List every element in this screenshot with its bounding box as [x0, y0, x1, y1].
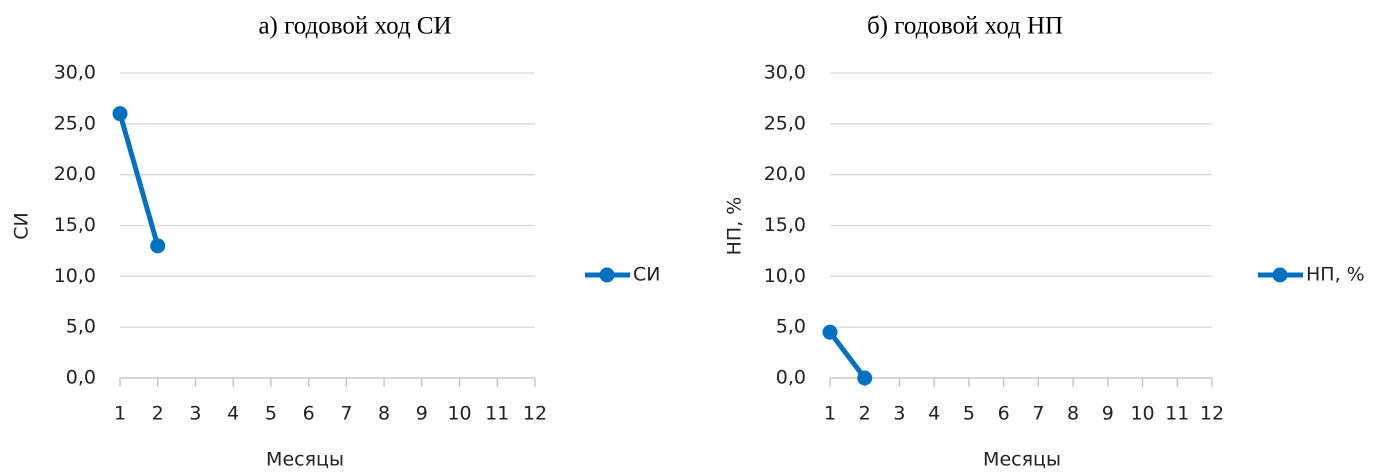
- chart-title: а) годовой ход СИ: [258, 13, 451, 40]
- data-point: [822, 324, 838, 340]
- y-tick-label: 15,0: [764, 214, 806, 236]
- x-tick-label: 10: [447, 403, 471, 425]
- y-tick-label: 20,0: [764, 163, 806, 185]
- x-tick-label: 9: [416, 403, 428, 425]
- legend-label: СИ: [633, 264, 660, 286]
- y-tick-label: 30,0: [764, 62, 806, 84]
- data-point: [857, 370, 873, 386]
- x-tick-label: 5: [963, 403, 975, 425]
- x-tick-label: 1: [824, 403, 836, 425]
- x-tick-label: 9: [1102, 403, 1114, 425]
- x-tick-label: 12: [523, 403, 547, 425]
- y-tick-label: 0,0: [66, 367, 96, 389]
- x-tick-label: 2: [152, 403, 164, 425]
- y-tick-label: 5,0: [66, 316, 96, 338]
- x-tick-label: 7: [1032, 403, 1044, 425]
- y-tick-label: 25,0: [764, 112, 806, 134]
- x-tick-label: 6: [998, 403, 1010, 425]
- y-tick-label: 20,0: [54, 163, 96, 185]
- y-tick-label: 0,0: [776, 367, 806, 389]
- x-tick-label: 10: [1130, 403, 1154, 425]
- series-line: [117, 112, 161, 247]
- x-tick-label: 11: [485, 403, 509, 425]
- y-axis-label: СИ: [11, 212, 33, 239]
- legend-marker: [1272, 267, 1288, 283]
- y-tick-label: 10,0: [764, 265, 806, 287]
- x-tick-label: 11: [1165, 403, 1189, 425]
- legend-label: НП, %: [1306, 264, 1365, 286]
- data-point: [150, 238, 166, 254]
- x-tick-label: 4: [227, 403, 239, 425]
- legend-marker: [599, 267, 615, 283]
- data-point: [112, 106, 128, 122]
- x-tick-label: 7: [340, 403, 352, 425]
- y-tick-label: 25,0: [54, 112, 96, 134]
- x-tick-label: 3: [189, 403, 201, 425]
- series-line: [828, 330, 867, 380]
- y-tick-label: 10,0: [54, 265, 96, 287]
- x-tick-label: 2: [859, 403, 871, 425]
- x-tick-label: 6: [303, 403, 315, 425]
- x-tick-label: 5: [265, 403, 277, 425]
- y-tick-label: 30,0: [54, 62, 96, 84]
- chart-title: б) годовой ход НП: [867, 13, 1063, 40]
- x-tick-label: 3: [893, 403, 905, 425]
- x-axis-label: Месяцы: [266, 449, 344, 471]
- x-axis-label: Месяцы: [983, 449, 1061, 471]
- y-tick-label: 15,0: [54, 214, 96, 236]
- y-axis-label: НП, %: [724, 197, 746, 256]
- x-tick-label: 8: [1067, 403, 1079, 425]
- x-tick-label: 4: [928, 403, 940, 425]
- x-tick-label: 12: [1200, 403, 1224, 425]
- x-tick-label: 8: [378, 403, 390, 425]
- y-tick-label: 5,0: [776, 316, 806, 338]
- x-tick-label: 1: [114, 403, 126, 425]
